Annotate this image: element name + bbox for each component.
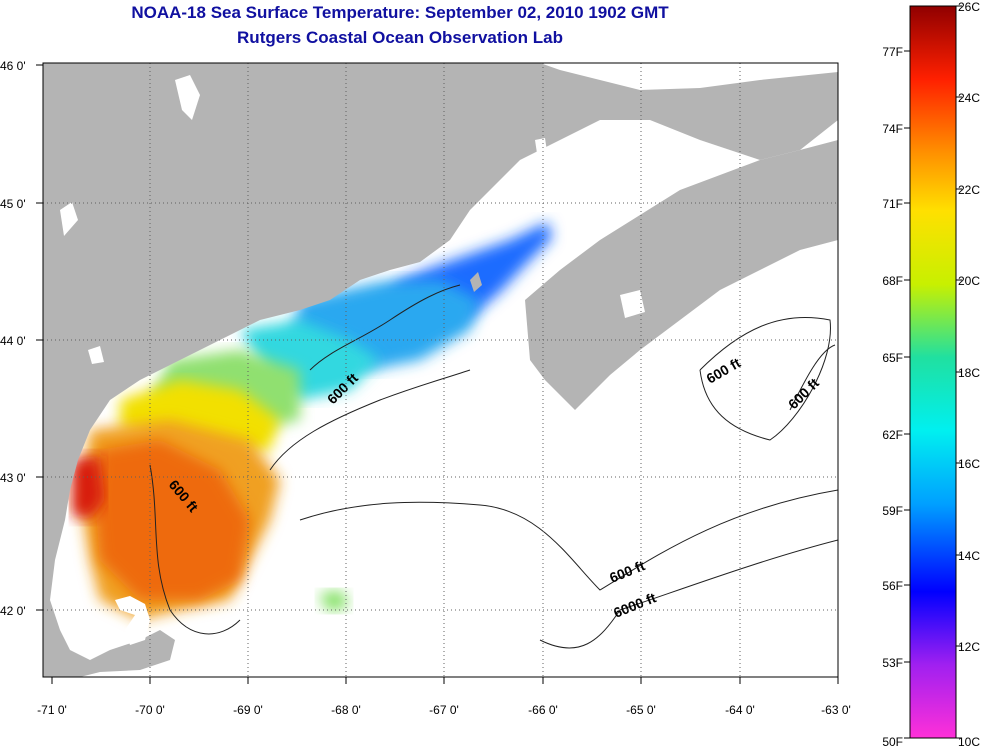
fahrenheit-label: 71F — [882, 197, 903, 211]
map-title: NOAA-18 Sea Surface Temperature: Septemb… — [131, 3, 669, 22]
celsius-label: 26C — [958, 0, 980, 14]
lon-tick-label: -66 0' — [528, 703, 558, 717]
fahrenheit-label: 74F — [882, 122, 903, 136]
fahrenheit-label: 53F — [882, 656, 903, 670]
fahrenheit-label: 68F — [882, 274, 903, 288]
fahrenheit-label: 59F — [882, 504, 903, 518]
land-masses — [43, 63, 838, 677]
sst-data-field — [72, 222, 552, 620]
celsius-label: 10C — [958, 735, 980, 749]
lon-tick-label: -67 0' — [429, 703, 459, 717]
color-scale-legend: 26C 24C 22C 20C 18C 16C 14C 12C 10C 77F … — [882, 0, 980, 749]
land-nova-scotia — [525, 140, 838, 410]
fahrenheit-label: 62F — [882, 428, 903, 442]
lat-tick-label: 42 0' — [0, 604, 26, 618]
map-subtitle: Rutgers Coastal Ocean Observation Lab — [237, 28, 563, 47]
lat-tick-label: 45 0' — [0, 197, 26, 211]
fahrenheit-label: 56F — [882, 579, 903, 593]
lat-tick-label: 43 0' — [0, 471, 26, 485]
colorbar-ticks — [904, 5, 962, 739]
celsius-label: 24C — [958, 91, 980, 105]
celsius-label: 14C — [958, 549, 980, 563]
lon-tick-label: -68 0' — [331, 703, 361, 717]
celsius-label: 18C — [958, 366, 980, 380]
lat-tick-label: 44 0' — [0, 334, 26, 348]
inland-lakes — [60, 75, 645, 364]
map-area: 600 ft 600 ft 600 ft 600 ft 600 ft 6000 … — [43, 63, 838, 677]
celsius-label: 16C — [958, 457, 980, 471]
land-grand-manan — [470, 272, 482, 292]
lon-tick-label: -65 0' — [626, 703, 656, 717]
axis-ticks — [36, 64, 839, 684]
lon-tick-label: -64 0' — [725, 703, 755, 717]
color-scale-bar — [909, 5, 957, 739]
land-new-england — [43, 63, 838, 677]
land-cape-cod — [115, 596, 150, 645]
graticule — [43, 63, 838, 677]
lat-tick-label: 46 0' — [0, 59, 26, 73]
fahrenheit-label: 77F — [882, 45, 903, 59]
lon-tick-label: -63 0' — [821, 703, 851, 717]
map-frame — [42, 62, 839, 678]
lon-tick-label: -71 0' — [37, 703, 67, 717]
celsius-label: 22C — [958, 183, 980, 197]
celsius-label: 20C — [958, 274, 980, 288]
lon-tick-label: -70 0' — [135, 703, 165, 717]
celsius-label: 12C — [958, 640, 980, 654]
fahrenheit-label: 65F — [882, 351, 903, 365]
depth-contours — [149, 284, 838, 649]
lon-tick-label: -69 0' — [233, 703, 263, 717]
fahrenheit-label: 50F — [882, 735, 903, 749]
